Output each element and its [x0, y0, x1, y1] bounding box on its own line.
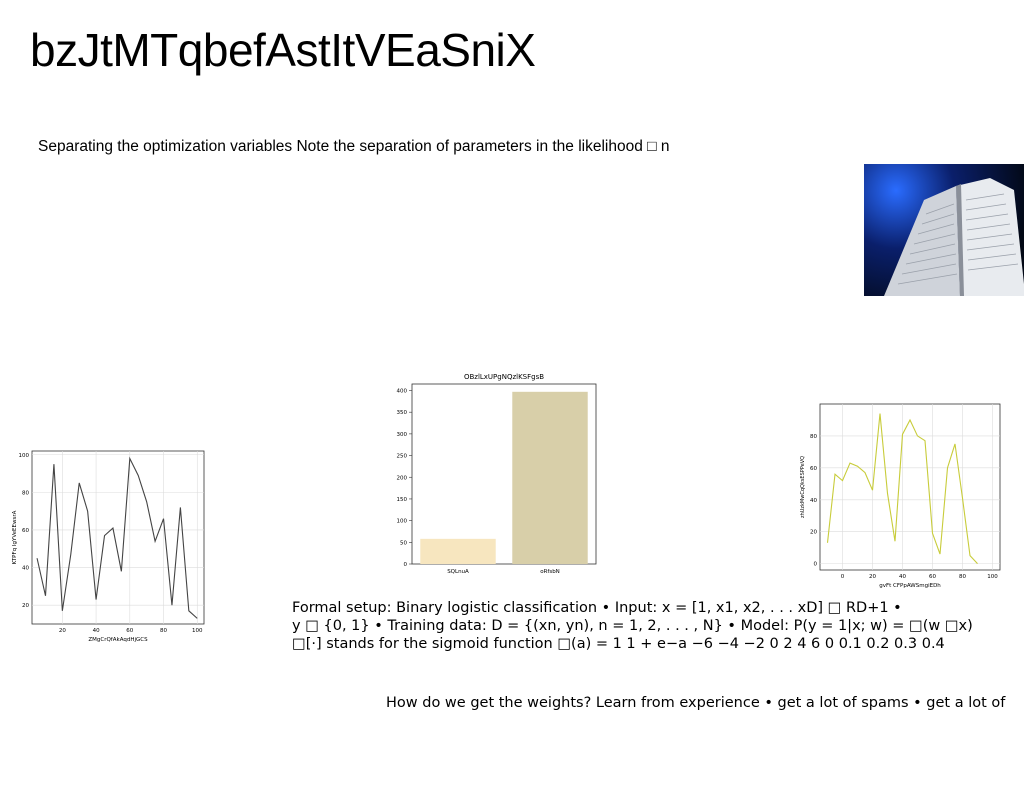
y-tick-label: 300	[397, 432, 408, 438]
y-tick-label: 350	[397, 410, 408, 416]
y-tick-label: 100	[397, 519, 408, 525]
line-chart-left: 20 40 60 80 100 20 40 60 80 100 ZMgCrQfAkAqdHjGCS…	[12, 450, 205, 643]
x-tick-label: 80	[959, 574, 966, 580]
y-tick-label: 80	[22, 490, 29, 496]
y-tick-label: 20	[810, 530, 817, 536]
x-axis-label: gvFt CFPpAWSmgiEDh	[879, 583, 941, 589]
y-axis-label: zhUzkMwCqQksESPPeVQ	[800, 456, 806, 518]
plot-frame	[819, 403, 1001, 571]
y-tick-label: 60	[22, 528, 29, 534]
x-tick-label: 0	[841, 574, 845, 580]
bar-chart: OBzlLxUPgNQzlKSFgsB 0 50 100 150 200 250 300 35…	[397, 373, 597, 575]
plot-frame	[411, 383, 597, 565]
y-tick-label: 250	[397, 454, 408, 460]
series-line	[36, 456, 198, 619]
formal-setup-text: Formal setup: Binary logistic classifica…	[292, 599, 973, 653]
y-tick-label: 400	[397, 389, 408, 395]
x-tick-label: 20	[869, 574, 876, 580]
x-tick-label: 100	[987, 574, 998, 580]
y-tick-label: 200	[397, 475, 408, 481]
plot-frame	[31, 450, 205, 625]
setup-line-1: Formal setup: Binary logistic classifica…	[292, 600, 902, 616]
setup-line-2: y □ {0, 1} • Training data: D = {(xn, yn…	[292, 618, 973, 634]
open-book-icon	[884, 178, 1024, 296]
x-tick-label: 80	[160, 628, 167, 634]
y-tick-label: 60	[810, 466, 817, 472]
y-tick-label: 20	[22, 603, 29, 609]
open-book-photo	[864, 164, 1024, 296]
x-tick-label: 60	[126, 628, 133, 634]
y-tick-label: 40	[22, 566, 29, 572]
y-tick-label: 80	[810, 434, 817, 440]
y-tick-label: 40	[810, 498, 817, 504]
weights-text: How do we get the weights? Learn from ex…	[386, 695, 1006, 711]
x-tick-label: 60	[929, 574, 936, 580]
y-tick-label: 0	[404, 562, 408, 568]
slide-title: bzJtMTqbefAstItVEaSniX	[30, 24, 536, 76]
y-tick-label: 100	[19, 453, 30, 459]
y-axis-label: KTPFq IgYVeEEwsrA	[12, 510, 18, 564]
y-tick-label: 150	[397, 497, 408, 503]
y-tick-label: 50	[400, 540, 407, 546]
y-tick-label: 0	[814, 562, 818, 568]
category-label: SQLnuA	[447, 569, 469, 575]
x-tick-label: 40	[899, 574, 906, 580]
slide-subtitle: Separating the optimization variables No…	[38, 138, 670, 155]
line-chart-right: 0 20 40 60 80 100 0 20 40 60 80 gvFt CFPpAWSmgiEDh…	[800, 403, 1001, 589]
setup-line-3: □[·] stands for the sigmoid function □(a…	[292, 636, 945, 652]
category-label: oRfsbN	[540, 569, 560, 575]
bar	[512, 391, 588, 564]
bar	[420, 538, 496, 564]
x-axis-label: ZMgCrQfAkAqdHjGCS	[88, 637, 148, 643]
x-tick-label: 40	[93, 628, 100, 634]
chart-title: OBzlLxUPgNQzlKSFgsB	[464, 373, 544, 381]
x-tick-label: 100	[192, 628, 203, 634]
x-tick-label: 20	[59, 628, 66, 634]
